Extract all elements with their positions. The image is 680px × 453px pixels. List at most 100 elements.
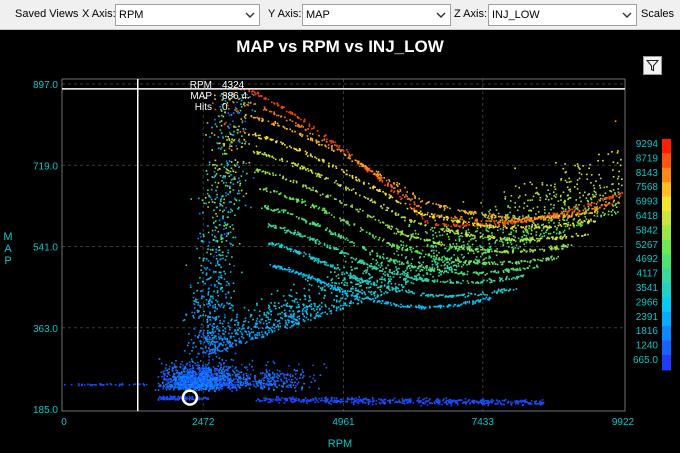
data-point bbox=[284, 325, 287, 327]
data-point bbox=[493, 217, 496, 219]
data-point bbox=[248, 363, 251, 366]
data-point bbox=[215, 388, 217, 390]
data-point bbox=[191, 371, 194, 374]
data-point bbox=[547, 199, 550, 201]
data-point bbox=[306, 151, 308, 154]
data-point bbox=[418, 212, 420, 215]
data-point bbox=[174, 381, 176, 384]
data-point bbox=[398, 401, 401, 403]
data-point bbox=[542, 219, 545, 221]
data-point bbox=[275, 398, 277, 400]
data-point bbox=[306, 280, 309, 282]
data-point bbox=[410, 281, 413, 284]
data-point bbox=[205, 347, 207, 349]
data-point bbox=[381, 399, 384, 402]
data-point bbox=[234, 387, 237, 389]
data-point bbox=[157, 397, 160, 400]
data-point bbox=[365, 287, 368, 289]
data-point bbox=[354, 400, 357, 403]
data-point bbox=[363, 183, 365, 185]
data-point bbox=[515, 231, 517, 233]
data-point bbox=[196, 387, 198, 389]
data-point bbox=[465, 403, 467, 405]
data-point bbox=[227, 325, 230, 327]
data-point bbox=[169, 381, 172, 383]
data-point bbox=[210, 375, 213, 377]
data-point bbox=[285, 110, 288, 113]
data-point bbox=[472, 222, 474, 225]
data-point bbox=[488, 257, 490, 259]
data-point bbox=[296, 319, 298, 322]
scales-button[interactable]: Scales bbox=[641, 8, 675, 20]
data-point bbox=[605, 201, 607, 203]
data-point bbox=[240, 363, 243, 366]
data-point bbox=[596, 201, 599, 203]
data-point bbox=[368, 272, 370, 275]
data-point bbox=[229, 307, 231, 310]
data-point bbox=[254, 116, 256, 119]
data-point bbox=[482, 398, 485, 400]
data-point bbox=[290, 289, 292, 291]
data-point bbox=[580, 225, 582, 228]
data-point bbox=[208, 338, 210, 341]
data-point bbox=[406, 207, 409, 210]
z-axis-select[interactable]: INJ_LOW bbox=[488, 4, 637, 26]
data-point bbox=[256, 337, 259, 339]
data-point bbox=[214, 344, 216, 346]
data-point bbox=[538, 240, 541, 242]
data-point bbox=[459, 218, 461, 220]
data-point bbox=[285, 119, 288, 122]
data-point bbox=[330, 398, 333, 400]
data-point bbox=[509, 401, 512, 403]
data-point bbox=[504, 217, 507, 220]
data-point bbox=[594, 210, 596, 213]
data-point bbox=[526, 231, 529, 233]
data-point bbox=[260, 298, 263, 300]
data-point bbox=[165, 383, 167, 386]
data-point bbox=[188, 370, 190, 373]
data-point bbox=[327, 177, 329, 180]
data-point bbox=[232, 370, 235, 373]
data-point bbox=[382, 402, 385, 404]
data-point bbox=[590, 174, 593, 176]
data-point bbox=[436, 401, 438, 403]
data-point bbox=[231, 332, 233, 335]
data-point bbox=[234, 319, 236, 322]
data-point bbox=[177, 398, 180, 400]
data-point bbox=[450, 262, 453, 264]
data-point bbox=[278, 370, 281, 372]
scatter-chart[interactable]: MAP vs RPM vs INJ_LOW 0 2472 4961 7433 9922 … bbox=[0, 31, 680, 453]
data-point bbox=[253, 91, 256, 93]
data-point bbox=[521, 226, 523, 229]
data-point bbox=[339, 287, 341, 289]
data-point bbox=[202, 369, 204, 372]
data-point bbox=[576, 213, 579, 216]
data-point bbox=[403, 402, 405, 404]
data-point bbox=[409, 267, 411, 269]
data-point bbox=[321, 158, 324, 161]
data-point bbox=[348, 174, 351, 177]
x-axis-select[interactable]: RPM bbox=[115, 4, 260, 26]
data-point bbox=[488, 255, 491, 258]
y-axis-select[interactable]: MAP bbox=[302, 4, 451, 26]
data-point bbox=[210, 331, 213, 334]
data-point bbox=[214, 350, 216, 353]
data-point bbox=[581, 224, 583, 226]
data-point bbox=[253, 326, 255, 328]
data-point bbox=[491, 236, 493, 239]
data-point bbox=[317, 285, 320, 288]
data-point bbox=[204, 379, 206, 382]
data-point bbox=[230, 387, 233, 389]
data-point bbox=[499, 401, 502, 404]
saved-views-button[interactable]: Saved Views bbox=[15, 8, 79, 20]
data-point bbox=[290, 307, 292, 309]
data-point bbox=[360, 300, 362, 302]
data-point bbox=[277, 324, 279, 326]
data-point bbox=[545, 226, 547, 228]
data-point bbox=[218, 344, 220, 346]
data-point bbox=[250, 338, 252, 341]
data-point bbox=[489, 220, 491, 222]
data-point bbox=[256, 332, 259, 334]
data-point bbox=[236, 316, 238, 319]
data-point bbox=[502, 243, 505, 246]
